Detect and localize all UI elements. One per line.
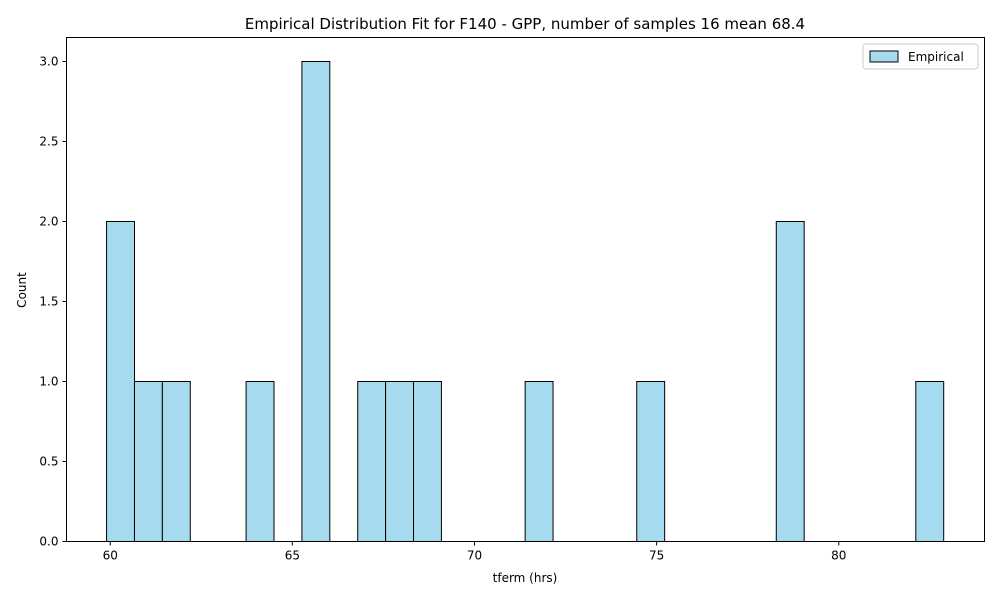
histogram-bar [357, 381, 387, 542]
y-axis-label: Count [15, 272, 29, 308]
bars-group [106, 61, 945, 542]
x-axis: 60 65 70 75 80 [103, 541, 846, 563]
x-tick-label: 75 [649, 549, 664, 563]
histogram-bar [413, 381, 442, 542]
histogram-bar [775, 221, 805, 542]
histogram-bar [161, 381, 191, 542]
x-tick-label: 70 [467, 549, 482, 563]
histogram-bar [915, 381, 945, 542]
y-tick-label: 0.0 [39, 535, 58, 549]
legend-swatch [869, 50, 899, 63]
y-tick-label: 1.0 [39, 375, 58, 389]
x-axis-label: tferm (hrs) [493, 571, 558, 585]
x-tick-label: 80 [831, 549, 846, 563]
legend-label: Empirical [908, 50, 964, 64]
histogram-bar [133, 381, 163, 542]
chart-title: Empirical Distribution Fit for F140 - GP… [245, 15, 805, 33]
histogram-bar [385, 381, 415, 542]
histogram-bar [636, 381, 666, 542]
x-tick-label: 65 [285, 549, 300, 563]
histogram-bar [106, 221, 135, 542]
y-tick-label: 3.0 [39, 55, 58, 69]
y-axis: 0.0 0.5 1.0 1.5 2.0 2.5 3.0 [39, 55, 67, 549]
histogram-bar [245, 381, 275, 542]
y-tick-label: 1.5 [39, 295, 58, 309]
plot-area [66, 37, 985, 542]
legend: Empirical [862, 43, 979, 70]
histogram-bar [524, 381, 554, 542]
x-tick-label: 60 [103, 549, 118, 563]
histogram-bar [301, 61, 331, 542]
y-tick-label: 0.5 [39, 455, 58, 469]
y-tick-label: 2.5 [39, 135, 58, 149]
y-tick-label: 2.0 [39, 215, 58, 229]
legend-frame [862, 43, 979, 70]
plot-frame [66, 37, 985, 542]
